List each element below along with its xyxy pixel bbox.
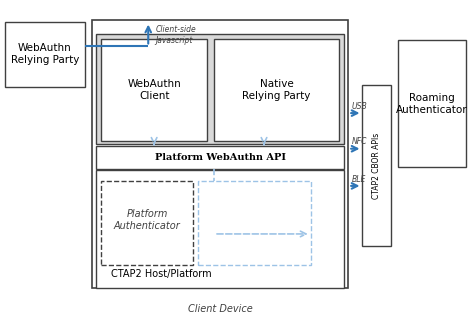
Text: CTAP2 CBOR APIs: CTAP2 CBOR APIs: [372, 133, 381, 199]
Text: Roaming
Authenticator: Roaming Authenticator: [396, 93, 467, 115]
FancyBboxPatch shape: [101, 39, 207, 141]
FancyBboxPatch shape: [97, 146, 344, 169]
Text: WebAuthn
Relying Party: WebAuthn Relying Party: [10, 43, 79, 65]
Text: WebAuthn
Client: WebAuthn Client: [127, 79, 181, 101]
Text: Platform WebAuthn API: Platform WebAuthn API: [155, 153, 286, 162]
Text: CTAP2 Host/Platform: CTAP2 Host/Platform: [110, 269, 211, 279]
FancyBboxPatch shape: [397, 40, 466, 167]
FancyBboxPatch shape: [92, 20, 348, 288]
FancyBboxPatch shape: [362, 85, 391, 246]
Text: USB: USB: [352, 102, 367, 111]
FancyBboxPatch shape: [101, 181, 193, 265]
Text: NFC: NFC: [352, 137, 367, 146]
FancyBboxPatch shape: [5, 22, 85, 87]
FancyBboxPatch shape: [97, 170, 344, 288]
Text: Client-side
Javascript: Client-side Javascript: [155, 26, 196, 45]
FancyBboxPatch shape: [97, 34, 344, 144]
Text: BLE: BLE: [352, 175, 366, 184]
Text: Native
Relying Party: Native Relying Party: [242, 79, 311, 101]
FancyBboxPatch shape: [214, 39, 339, 141]
Text: Platform
Authenticator: Platform Authenticator: [114, 209, 180, 231]
Text: Client Device: Client Device: [188, 304, 252, 314]
